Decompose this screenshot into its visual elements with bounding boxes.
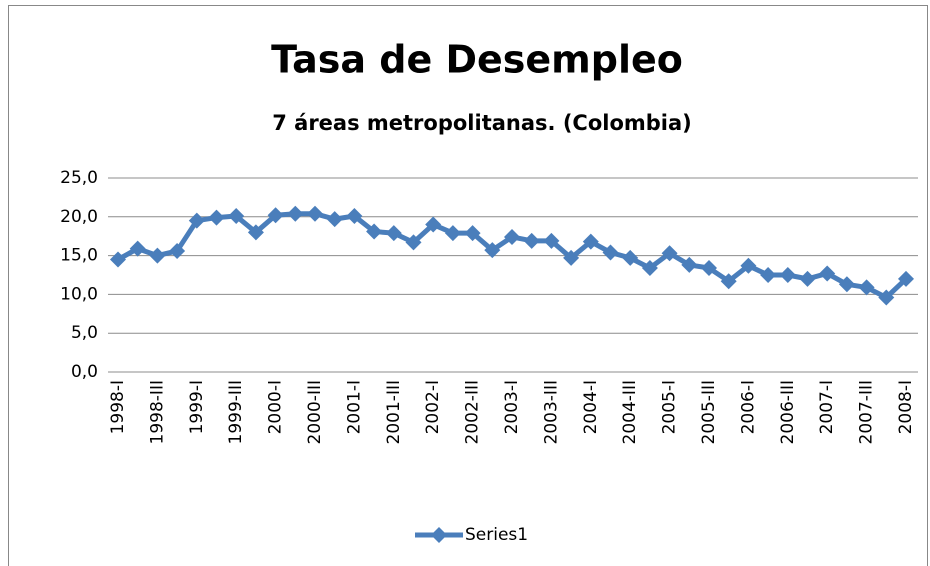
marker — [622, 249, 639, 266]
x-tick-label: 1998-I — [108, 380, 128, 434]
y-tick-label: 5,0 — [71, 323, 98, 343]
marker — [543, 232, 560, 249]
marker — [110, 251, 126, 268]
chart-title: Tasa de Desempleo — [271, 38, 683, 82]
x-tick-label: 1999-I — [187, 380, 207, 434]
marker — [661, 245, 678, 262]
x-tick-label: 2004-III — [620, 380, 640, 444]
legend-label: Series1 — [465, 525, 528, 545]
x-tick-label: 2007-III — [857, 380, 877, 444]
chart-subtitle: 7 áreas metropolitanas. (Colombia) — [272, 111, 692, 135]
marker — [484, 242, 501, 259]
x-tick-label: 1999-III — [226, 380, 246, 444]
x-tick-label: 2002-I — [423, 380, 443, 434]
marker — [405, 234, 422, 251]
marker — [740, 257, 757, 274]
x-tick-label: 2004-I — [581, 380, 601, 434]
legend-marker — [431, 527, 447, 543]
marker — [720, 273, 737, 290]
x-tick-label: 1998-III — [147, 380, 167, 444]
marker — [878, 289, 895, 306]
x-tick-label: 2003-I — [502, 380, 522, 434]
y-tick-label: 20,0 — [60, 207, 98, 227]
marker — [307, 205, 323, 222]
x-tick-label: 2003-III — [541, 380, 561, 444]
marker — [346, 208, 363, 225]
marker — [385, 225, 402, 242]
marker — [149, 247, 166, 264]
marker — [287, 205, 304, 222]
x-tick-label: 2001-III — [384, 380, 404, 444]
y-tick-label: 0,0 — [71, 362, 98, 382]
marker — [129, 240, 146, 257]
marker — [701, 260, 717, 277]
marker — [898, 270, 914, 287]
x-tick-label: 2006-III — [778, 380, 798, 444]
marker — [169, 242, 186, 259]
marker — [760, 267, 777, 283]
x-tick-label: 2006-I — [738, 380, 758, 434]
x-tick-label: 2008-I — [896, 380, 916, 434]
marker — [504, 228, 520, 245]
x-tick-label: 2005-I — [660, 380, 680, 434]
marker — [858, 279, 875, 296]
x-tick-label: 2000-III — [305, 380, 325, 444]
marker — [641, 260, 658, 277]
y-tick-label: 10,0 — [60, 284, 98, 304]
marker — [681, 256, 698, 273]
marker — [799, 270, 816, 287]
y-tick-label: 25,0 — [60, 168, 98, 188]
marker — [563, 249, 580, 266]
x-tick-label: 2005-III — [699, 380, 719, 444]
x-tick-label: 2000-I — [266, 380, 286, 434]
marker — [228, 208, 245, 225]
marker — [208, 209, 225, 226]
marker — [779, 267, 796, 283]
x-tick-label: 2001-I — [344, 380, 364, 434]
marker — [366, 223, 383, 240]
marker — [464, 225, 481, 242]
chart-border — [8, 5, 928, 566]
marker — [247, 224, 264, 241]
marker — [819, 265, 836, 282]
x-tick-label: 2007-I — [817, 380, 837, 434]
marker — [523, 232, 540, 249]
marker — [582, 233, 599, 250]
marker — [267, 207, 284, 224]
marker — [188, 212, 205, 229]
marker — [602, 244, 619, 261]
marker — [444, 225, 461, 242]
y-tick-label: 15,0 — [60, 246, 98, 266]
marker — [326, 211, 343, 228]
marker — [425, 216, 442, 233]
marker — [838, 276, 855, 293]
x-tick-label: 2002-III — [463, 380, 483, 444]
